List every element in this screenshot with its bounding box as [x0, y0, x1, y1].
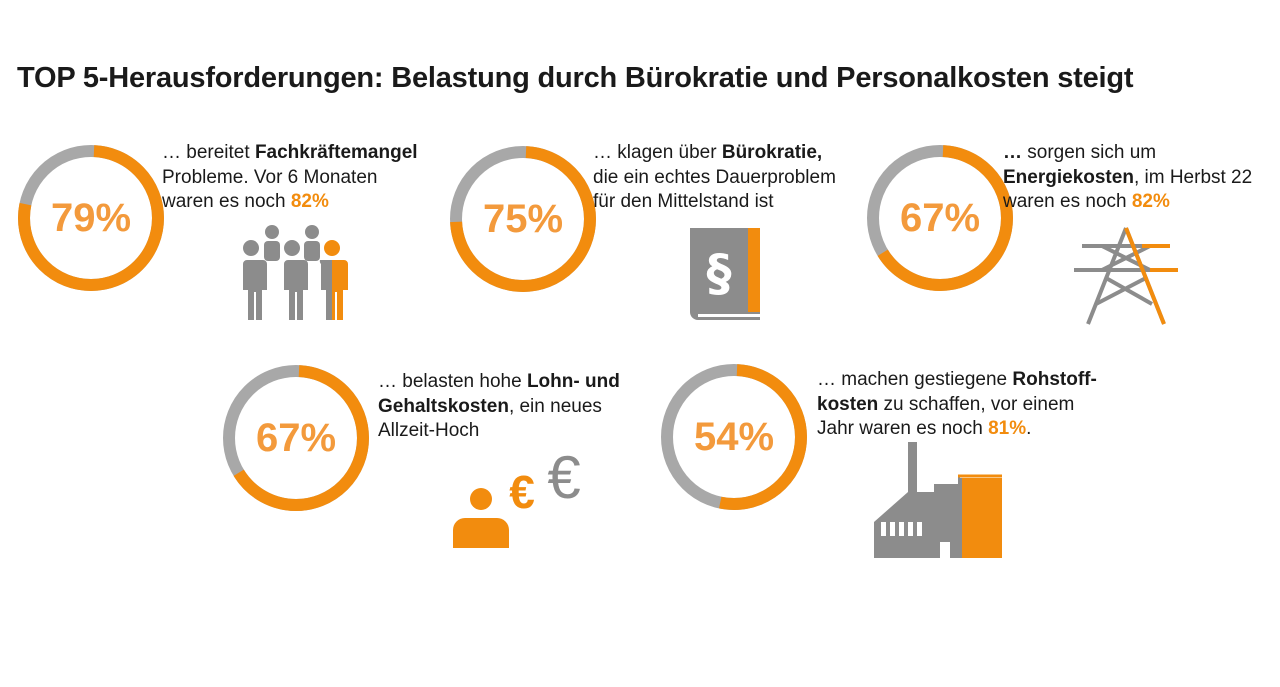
highlight-value: 82% [290, 191, 329, 212]
description-text: … bereitet [162, 142, 255, 163]
item-description-2: … klagen über Bürokratie, die ein echtes … [593, 141, 836, 215]
description-text: . [1026, 418, 1032, 439]
description-text: … machen gestiegene [817, 369, 1013, 390]
item-description-1: … bereitet Fachkräftemangel Probleme. Vor… [162, 141, 418, 215]
donut-svg-5 [661, 364, 807, 510]
description-text: waren es noch [162, 191, 291, 212]
description-text: sorgen sich um [1022, 142, 1157, 163]
description-line: Probleme. Vor 6 Monaten [162, 166, 418, 191]
description-line: Energiekosten, im Herbst 22 [1003, 166, 1252, 191]
donut-value-arc [18, 145, 164, 291]
item-description-4: … belasten hohe Lohn- und Gehaltskosten, … [378, 370, 620, 444]
description-text: … belasten hohe [378, 371, 527, 392]
donut-value-arc [867, 145, 1013, 291]
description-line: die ein echtes Dauerproblem [593, 166, 836, 191]
emphasis-text: kosten [817, 393, 879, 415]
description-text: , ein neues [508, 395, 602, 417]
euro-symbol-gray: € [547, 446, 580, 511]
emphasis-text: Gehaltskosten [378, 395, 509, 417]
description-line: kosten zu schaffen, vor einem [817, 393, 1097, 418]
power-pylon-icon [1070, 224, 1182, 331]
donut-svg-4 [223, 365, 369, 511]
donut-chart-1: 79% [14, 141, 168, 295]
description-text: waren es noch [1003, 191, 1132, 212]
paragraph-symbol: § [707, 244, 732, 302]
description-text: die ein echtes Dauerproblem [593, 166, 836, 188]
percent-label: 67% [255, 415, 337, 460]
item-description-3: … sorgen sich um Energiekosten, im Herbst… [1003, 141, 1252, 215]
emphasis-text: … [1003, 142, 1022, 163]
donut-chart-2: 75% [446, 142, 600, 296]
person-euro-icon: € € [450, 444, 590, 555]
emphasis-text: Rohstoff- [1012, 369, 1097, 390]
donut-chart-4: 67% [219, 361, 373, 515]
description-line: … sorgen sich um [1003, 141, 1252, 166]
description-line: Allzeit-Hoch [378, 419, 620, 444]
description-line: … machen gestiegene Rohstoff- [817, 368, 1097, 393]
page-title: TOP 5-Herausforderungen: Belastung durch… [17, 62, 1134, 94]
emphasis-text: Bürokratie, [721, 142, 823, 163]
description-line: für den Mittelstand ist [593, 190, 836, 215]
donut-chart-3: 67% [863, 141, 1017, 295]
description-line: Jahr waren es noch 81%. [817, 417, 1097, 442]
donut-value-arc [450, 146, 596, 292]
description-line: … belasten hohe Lohn- und [378, 370, 620, 395]
euro-symbol-orange: € [509, 466, 535, 518]
donut-value-arc [661, 364, 807, 510]
description-line: waren es noch 82% [162, 190, 418, 215]
description-text: zu schaffen, vor einem [878, 393, 1075, 415]
percent-label: 79% [50, 195, 132, 240]
description-line: waren es noch 82% [1003, 190, 1252, 215]
donut-chart-5: 54% [657, 360, 811, 514]
percent-label: 75% [482, 196, 564, 241]
donut-svg-1 [18, 145, 164, 291]
percent-label: 67% [899, 195, 981, 240]
description-line: … bereitet Fachkräftemangel [162, 141, 418, 166]
description-text: Probleme. Vor 6 Monaten [162, 166, 378, 188]
description-text: für den Mittelstand ist [593, 191, 774, 212]
emphasis-text: Lohn- und [526, 371, 620, 392]
emphasis-text: Fachkräftemangel [254, 142, 418, 163]
description-line: Gehaltskosten, ein neues [378, 395, 620, 420]
emphasis-text: Energiekosten [1003, 166, 1134, 188]
donut-value-arc [223, 365, 369, 511]
highlight-value: 82% [1131, 191, 1170, 212]
donut-svg-2 [450, 146, 596, 292]
description-line: … klagen über Bürokratie, [593, 141, 836, 166]
law-book-icon: § [690, 228, 762, 325]
donut-svg-3 [867, 145, 1013, 291]
highlight-value: 81% [988, 418, 1027, 439]
percent-label: 54% [693, 414, 775, 459]
item-description-5: … machen gestiegene Rohstoff-kosten zu s… [817, 368, 1097, 442]
description-text: … klagen über [593, 142, 722, 163]
description-text: Allzeit-Hoch [378, 420, 480, 441]
description-text: Jahr waren es noch [817, 418, 989, 439]
factory-icon [874, 442, 1004, 565]
description-text: , im Herbst 22 [1133, 166, 1253, 188]
people-group-icon [236, 224, 352, 327]
